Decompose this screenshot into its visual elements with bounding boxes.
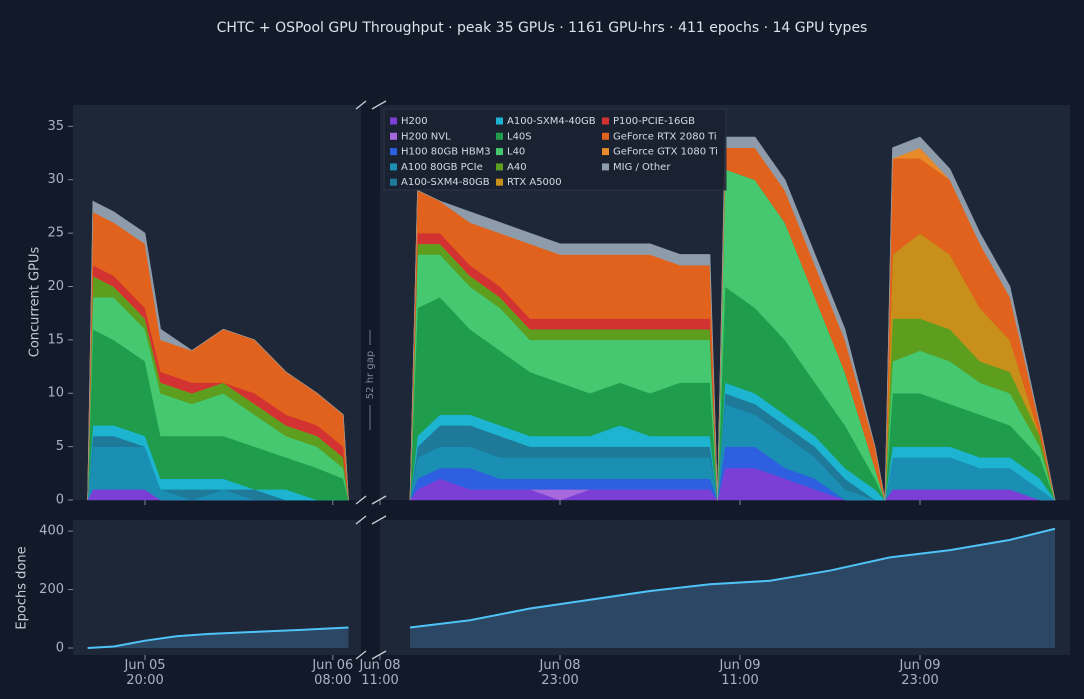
legend-swatch <box>602 132 609 140</box>
y-axis-label: Epochs done <box>15 546 30 629</box>
gap-label: 52 hr gap <box>365 351 376 399</box>
y-tick-label: 10 <box>47 386 64 401</box>
legend-label: A40 <box>507 162 527 173</box>
y-tick-label: 400 <box>39 524 64 539</box>
area-fill <box>410 528 1055 648</box>
legend-swatch <box>390 117 397 125</box>
y-tick-label: 0 <box>56 640 64 655</box>
legend-label: L40 <box>507 147 525 158</box>
area-fill <box>87 627 349 648</box>
legend-label: H200 NVL <box>401 131 451 142</box>
y-tick-label: 20 <box>47 279 64 294</box>
x-tick-label: Jun 09 23:00 <box>899 658 941 688</box>
chart-title: CHTC + OSPool GPU Throughput · peak 35 G… <box>217 20 868 36</box>
legend-swatch <box>496 132 503 140</box>
y-tick-label: 15 <box>47 332 64 347</box>
x-tick-label: Jun 05 20:00 <box>124 658 166 688</box>
legend-label: A100 80GB PCIe <box>401 162 483 173</box>
x-tick-label: Jun 08 23:00 <box>539 658 581 688</box>
legend-swatch <box>390 148 397 156</box>
legend-swatch <box>390 163 397 171</box>
axis-break <box>355 100 387 660</box>
legend-box <box>383 108 727 191</box>
stacked-area <box>409 136 1056 501</box>
legend-swatch <box>390 178 397 186</box>
legend-label: GeForce RTX 2080 Ti <box>613 131 717 142</box>
legend-swatch <box>602 117 609 125</box>
x-tick-label: Jun 08 11:00 <box>359 658 401 688</box>
x-tick-label: Jun 09 11:00 <box>719 658 761 688</box>
legend-label: RTX A5000 <box>507 177 562 188</box>
legend-label: H200 <box>401 116 428 127</box>
y-tick-label: 0 <box>56 493 64 508</box>
legend-swatch <box>496 148 503 156</box>
legend-swatch <box>602 163 609 171</box>
legend-label: GeForce GTX 1080 Ti <box>613 147 718 158</box>
legend-swatch <box>602 148 609 156</box>
y-tick-label: 5 <box>56 439 64 454</box>
y-tick-label: 25 <box>47 226 64 241</box>
legend-label: H100 80GB HBM3 <box>401 147 491 158</box>
y-tick-label: 30 <box>47 172 64 187</box>
legend-label: A100-SXM4-40GB <box>507 116 596 127</box>
legend-label: P100-PCIE-16GB <box>613 116 695 127</box>
legend-label: L40S <box>507 131 532 142</box>
line <box>87 626 349 649</box>
legend-swatch <box>496 163 503 171</box>
legend-swatch <box>496 178 503 186</box>
y-tick-label: 200 <box>39 582 64 597</box>
stacked-area <box>87 200 349 501</box>
legend-swatch <box>496 117 503 125</box>
line <box>409 527 1056 629</box>
x-tick-label: Jun 06 08:00 <box>312 658 354 688</box>
y-axis-label: Concurrent GPUs <box>28 247 43 358</box>
legend-swatch <box>390 132 397 140</box>
legend-label: A100-SXM4-80GB <box>401 177 490 188</box>
legend-label: MIG / Other <box>613 162 671 173</box>
y-tick-label: 35 <box>47 119 64 134</box>
